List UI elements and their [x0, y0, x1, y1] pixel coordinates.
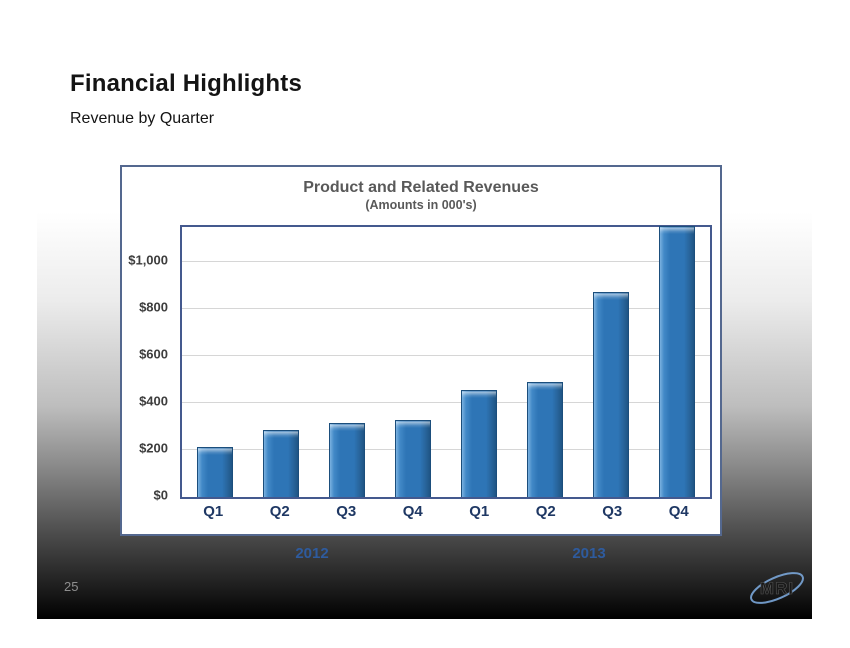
y-tick-label: $1,000: [128, 252, 168, 268]
bar-slot: [512, 227, 578, 497]
y-tick-label: $0: [153, 487, 168, 503]
bar-slot: [446, 227, 512, 497]
mri-logo-text: MRI: [760, 579, 794, 598]
bar-q1-2013: [461, 390, 497, 497]
x-tick-label: Q2: [269, 503, 290, 520]
gridline: [182, 449, 710, 451]
x-tick-label: Q2: [535, 503, 556, 520]
bar-slot: [644, 225, 710, 497]
year-label-2012: 2012: [295, 545, 329, 562]
bar-q3-2012: [329, 423, 365, 497]
x-tick-label: Q4: [402, 503, 423, 520]
bar-q4-2012: [395, 419, 431, 497]
slide-subtitle: Revenue by Quarter: [70, 110, 215, 127]
plot-area: [180, 225, 712, 499]
gridline: [182, 308, 710, 310]
bar-slot: [578, 227, 644, 497]
y-axis-labels: $0 $200 $400 $600 $800 $1,000: [122, 225, 172, 503]
gridline: [182, 402, 710, 404]
x-tick-label: Q3: [336, 503, 357, 520]
y-tick-label: $400: [139, 393, 168, 409]
bar-slot: [248, 227, 314, 497]
mri-logo: MRI: [742, 562, 812, 614]
x-axis-labels: Q1 Q2 Q3 Q4 Q1 Q2 Q3 Q4: [180, 503, 712, 520]
x-tick-label: Q1: [469, 503, 490, 520]
bar-slot: [182, 227, 248, 497]
chart-subtitle: (Amounts in 000's): [365, 198, 477, 212]
page-number: 25: [64, 579, 79, 594]
plot-region: $0 $200 $400 $600 $800 $1,000 Q1 Q2 Q3 Q4 Q1 Q2 Q3 Q…: [122, 225, 720, 525]
x-tick-label: Q4: [668, 503, 689, 520]
bars: [182, 225, 710, 497]
bar-slot: [314, 227, 380, 497]
y-tick-label: $200: [139, 440, 168, 456]
bar-q2-2012: [263, 430, 299, 497]
bar-q1-2012: [197, 446, 233, 497]
slide-title: Financial Highlights: [70, 70, 303, 97]
chart-container: Product and Related Revenues (Amounts in…: [120, 165, 722, 536]
year-label-2013: 2013: [572, 545, 606, 562]
bar-q2-2013: [527, 381, 563, 497]
x-tick-label: Q1: [203, 503, 224, 520]
mri-logo-graphic: MRI: [750, 572, 804, 604]
bar-q4-2013: [659, 225, 695, 497]
gridline: [182, 355, 710, 357]
y-tick-label: $600: [139, 346, 168, 362]
gridline: [182, 261, 710, 263]
chart-title: Product and Related Revenues: [303, 179, 539, 196]
bar-q3-2013: [593, 291, 629, 497]
x-tick-label: Q3: [602, 503, 623, 520]
bar-slot: [380, 227, 446, 497]
y-tick-label: $800: [139, 299, 168, 315]
presentation-slide: Financial Highlights Revenue by Quarter …: [37, 29, 812, 619]
